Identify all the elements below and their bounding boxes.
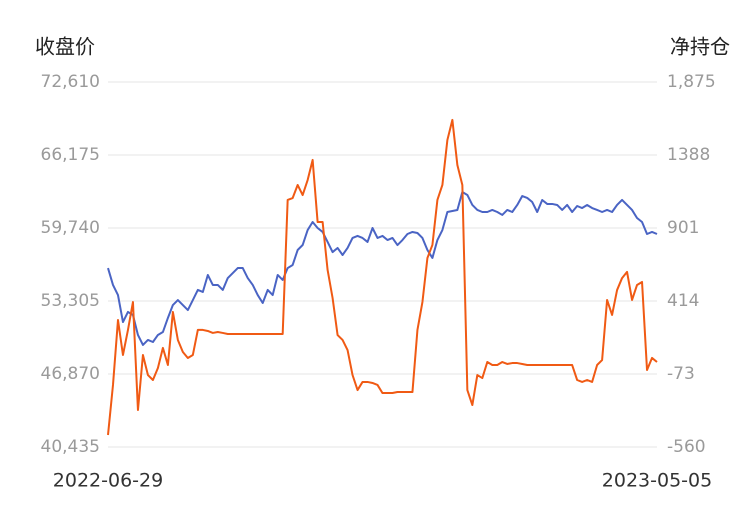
- y-tick-label: 66,175: [41, 145, 100, 165]
- y-tick-label: 53,305: [41, 291, 100, 311]
- y2-tick-label: -560: [667, 437, 706, 457]
- y2-tick-label: 1388: [667, 145, 710, 165]
- x-tick-label: 2023-05-05: [602, 470, 712, 492]
- y-tick-label: 59,740: [41, 218, 100, 238]
- y2-tick-label: 1,875: [667, 72, 716, 92]
- price-line: [107, 118, 658, 436]
- y2-tick-label: -73: [667, 364, 695, 384]
- y2-axis-title: 净持仓: [670, 35, 730, 59]
- y-tick-label: 72,610: [41, 72, 100, 92]
- y2-tick-label: 414: [667, 291, 699, 311]
- x-tick-label: 2022-06-29: [53, 470, 163, 492]
- y-tick-label: 46,870: [41, 364, 100, 384]
- price-line: [107, 191, 658, 346]
- y-tick-label: 40,435: [41, 437, 100, 457]
- y-axis-title: 收盘价: [35, 35, 95, 59]
- y2-tick-label: 901: [667, 218, 699, 238]
